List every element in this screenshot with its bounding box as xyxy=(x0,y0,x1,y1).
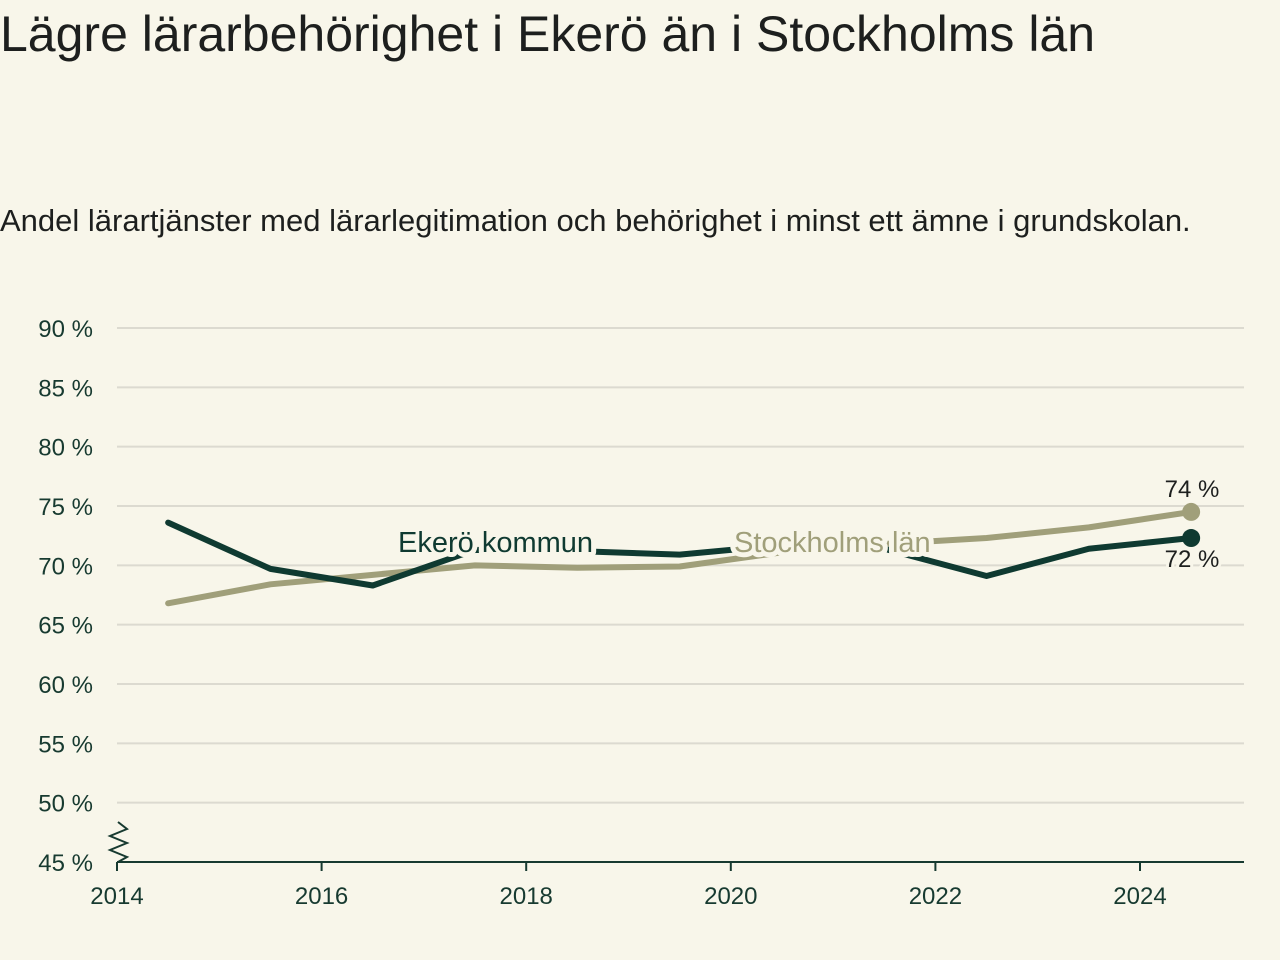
series-line-ekero xyxy=(165,519,1195,589)
y-tick-label: 85 % xyxy=(38,375,93,402)
y-tick-label: 80 % xyxy=(38,435,93,462)
x-tick-label: 2014 xyxy=(90,883,143,910)
series-lines xyxy=(165,502,1201,607)
x-tick-label: 2016 xyxy=(295,883,348,910)
y-tick-label: 60 % xyxy=(38,672,93,699)
y-tick-label: 75 % xyxy=(38,494,93,521)
x-tick-label: 2024 xyxy=(1113,883,1166,910)
series-label-ekero: Ekerö kommun xyxy=(398,527,593,559)
y-tick-label: 50 % xyxy=(38,791,93,818)
chart-title: Lägre lärarbehörighet i Ekerö än i Stock… xyxy=(0,6,1096,62)
x-tick-label: 2022 xyxy=(909,883,962,910)
end-dot-stockholm xyxy=(1182,502,1201,521)
y-tick-label: 55 % xyxy=(38,731,93,758)
x-tick-label: 2020 xyxy=(704,883,757,910)
y-tick-label: 45 % xyxy=(38,850,93,877)
end-dot-ekero xyxy=(1182,529,1201,548)
y-tick-label: 70 % xyxy=(38,553,93,580)
axis-break-icon xyxy=(107,821,130,863)
end-label-stockholm: 74 % xyxy=(1165,476,1220,503)
x-tick-label: 2018 xyxy=(500,883,553,910)
chart-subtitle: Andel lärartjänster med lärarlegitimatio… xyxy=(0,203,1191,238)
axes: 45 % 50 % 55 % 60 % 65 % 70 % 75 % 80 % 85 % 90 %… xyxy=(38,316,1244,910)
y-tick-label: 90 % xyxy=(38,316,93,343)
y-tick-label: 65 % xyxy=(38,613,93,640)
series-label-stockholm: Stockholms län xyxy=(734,527,931,559)
series-labels: Ekerö kommun Stockholms län 74 % 72 % xyxy=(393,473,1222,576)
end-label-ekero: 72 % xyxy=(1165,546,1220,573)
gridlines xyxy=(117,327,1244,804)
